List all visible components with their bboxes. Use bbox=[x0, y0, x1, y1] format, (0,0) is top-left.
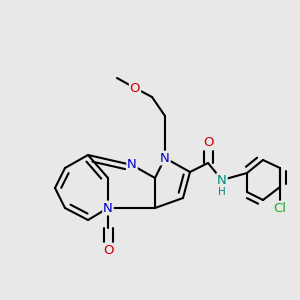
Text: Cl: Cl bbox=[274, 202, 286, 214]
Text: O: O bbox=[203, 136, 213, 149]
Text: N: N bbox=[127, 158, 137, 172]
Text: N: N bbox=[217, 173, 227, 187]
Text: O: O bbox=[103, 244, 113, 256]
Text: N: N bbox=[103, 202, 113, 214]
Text: H: H bbox=[218, 187, 226, 197]
Text: N: N bbox=[160, 152, 170, 164]
Text: O: O bbox=[130, 82, 140, 94]
